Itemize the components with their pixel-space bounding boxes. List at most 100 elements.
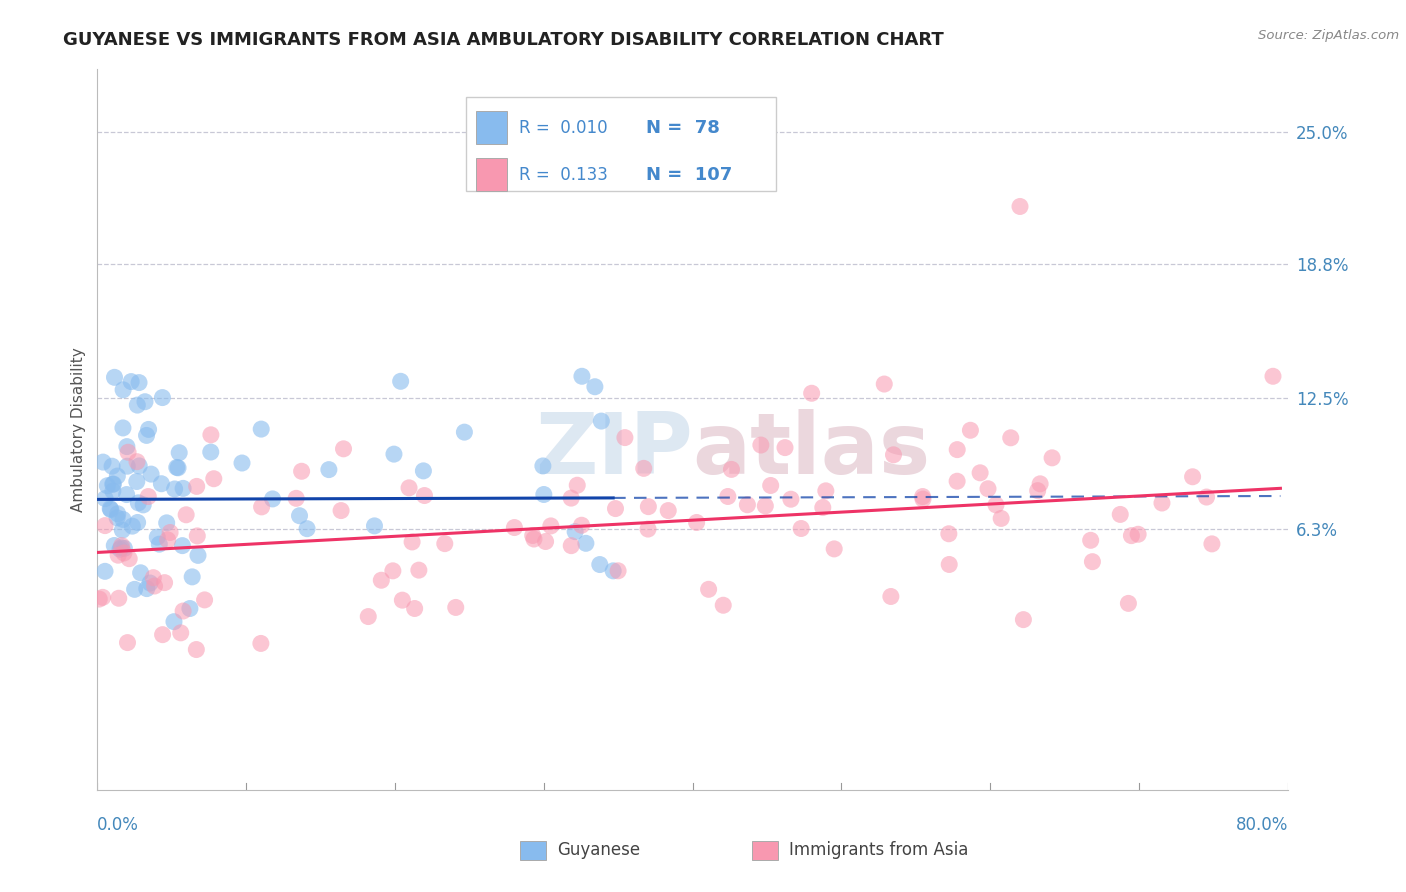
Point [112,541,135,556]
Point [96,479,118,493]
Point [398,481,420,495]
Point [202,472,225,486]
Point [637,522,659,536]
Point [187,549,209,563]
Point [250,500,273,514]
Point [172,604,194,618]
Point [262,491,284,506]
Point [153,575,176,590]
Point [134,394,156,409]
Point [135,428,157,442]
Point [150,476,173,491]
Point [94,491,117,506]
Point [91,591,114,605]
Point [186,642,208,657]
Point [911,490,934,504]
Point [332,442,354,456]
Point [142,571,165,585]
Point [128,376,150,390]
Point [250,636,273,650]
Point [100,502,122,516]
Point [605,501,627,516]
Point [132,498,155,512]
Text: R =  0.133: R = 0.133 [519,166,607,184]
Point [533,487,555,501]
Text: ZIP: ZIP [534,409,693,492]
Point [780,492,803,507]
Point [156,533,179,547]
Point [117,445,139,459]
Point [125,475,148,489]
Point [357,609,380,624]
Point [121,519,143,533]
Point [453,425,475,439]
Text: Immigrants from Asia: Immigrants from Asia [789,841,969,859]
Point [531,458,554,473]
Point [969,466,991,480]
Point [98,501,121,516]
Point [591,414,613,428]
Point [413,489,436,503]
Point [111,523,134,537]
Point [200,445,222,459]
Point [564,524,586,539]
Point [107,548,129,562]
Point [737,498,759,512]
Point [503,520,526,534]
Point [720,462,742,476]
Point [148,537,170,551]
Point [101,477,124,491]
Point [1000,431,1022,445]
Point [589,558,612,572]
Text: 0.0%: 0.0% [97,815,139,834]
Point [408,563,430,577]
Point [381,564,404,578]
Point [382,447,405,461]
Point [110,541,132,555]
Point [990,511,1012,525]
Point [152,391,174,405]
Point [318,462,340,476]
Point [391,593,413,607]
Point [118,551,141,566]
Point [159,525,181,540]
Point [152,627,174,641]
Point [295,522,318,536]
Point [800,386,823,401]
Point [129,566,152,580]
Point [115,487,138,501]
Point [717,490,740,504]
Point [231,456,253,470]
Point [749,438,772,452]
Point [540,519,562,533]
Point [523,532,546,546]
Point [567,478,589,492]
Point [773,441,796,455]
Point [291,464,314,478]
Point [127,516,149,530]
Point [1040,450,1063,465]
Point [94,564,117,578]
Point [389,374,412,388]
Point [127,398,149,412]
Point [103,370,125,384]
Point [288,508,311,523]
Point [602,564,624,578]
Point [115,440,138,454]
Point [1109,508,1132,522]
Point [139,467,162,482]
Point [1121,528,1143,542]
Text: Source: ZipAtlas.com: Source: ZipAtlas.com [1258,29,1399,42]
Point [404,601,426,615]
Point [146,530,169,544]
Point [111,512,134,526]
Point [111,421,134,435]
Point [401,535,423,549]
Point [938,526,960,541]
Text: N =  107: N = 107 [645,166,733,184]
Point [136,490,159,504]
Point [911,492,934,507]
Point [571,518,593,533]
Point [560,539,582,553]
Point [107,507,129,521]
